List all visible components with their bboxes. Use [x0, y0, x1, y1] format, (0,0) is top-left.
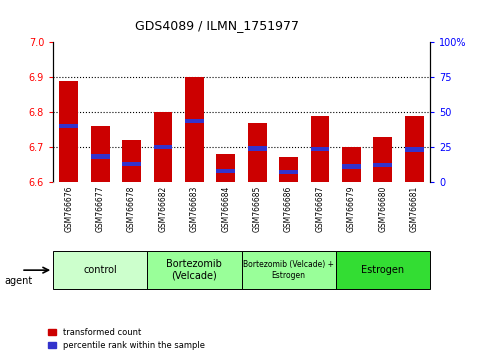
Bar — [122, 162, 141, 166]
Bar — [122, 140, 141, 182]
Text: GSM766686: GSM766686 — [284, 185, 293, 232]
Bar — [405, 147, 424, 152]
Bar — [242, 251, 336, 290]
Text: GSM766684: GSM766684 — [221, 185, 230, 232]
Legend: transformed count, percentile rank within the sample: transformed count, percentile rank withi… — [48, 328, 205, 350]
Text: GSM766678: GSM766678 — [127, 185, 136, 232]
Bar — [311, 147, 329, 151]
Bar — [373, 137, 392, 182]
Bar — [311, 116, 329, 182]
Bar — [154, 112, 172, 182]
Text: control: control — [84, 265, 117, 275]
Bar — [216, 169, 235, 173]
Bar — [91, 126, 110, 182]
Bar — [279, 158, 298, 182]
Text: Bortezomib (Velcade) +
Estrogen: Bortezomib (Velcade) + Estrogen — [243, 261, 334, 280]
Bar — [59, 124, 78, 128]
Bar — [147, 251, 242, 290]
Text: Bortezomib
(Velcade): Bortezomib (Velcade) — [167, 259, 222, 281]
Text: GSM766683: GSM766683 — [190, 185, 199, 232]
Bar — [342, 165, 361, 169]
Bar — [154, 144, 172, 149]
Text: GSM766681: GSM766681 — [410, 185, 419, 232]
Text: GSM766679: GSM766679 — [347, 185, 356, 232]
Bar — [53, 251, 147, 290]
Bar — [185, 119, 204, 123]
Bar — [59, 81, 78, 182]
Text: GSM766682: GSM766682 — [158, 185, 168, 232]
Text: GSM766677: GSM766677 — [96, 185, 105, 232]
Bar — [336, 251, 430, 290]
Bar — [91, 154, 110, 159]
Bar — [185, 77, 204, 182]
Bar — [405, 116, 424, 182]
Text: Estrogen: Estrogen — [361, 265, 404, 275]
Bar — [342, 147, 361, 182]
Text: agent: agent — [5, 276, 33, 286]
Text: GSM766687: GSM766687 — [315, 185, 325, 232]
Text: GSM766680: GSM766680 — [378, 185, 387, 232]
Bar — [248, 122, 267, 182]
Bar — [279, 170, 298, 174]
Text: GSM766685: GSM766685 — [253, 185, 262, 232]
Bar — [216, 154, 235, 182]
Bar — [248, 146, 267, 150]
Text: GSM766676: GSM766676 — [64, 185, 73, 232]
Text: GDS4089 / ILMN_1751977: GDS4089 / ILMN_1751977 — [135, 19, 299, 32]
Bar — [373, 163, 392, 167]
